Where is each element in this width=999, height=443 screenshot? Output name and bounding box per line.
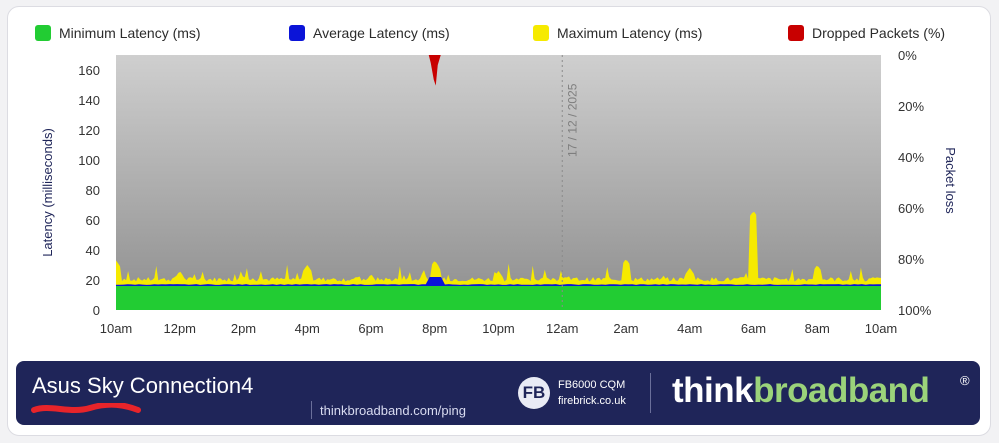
- legend-label-dropped: Dropped Packets (%): [812, 25, 946, 41]
- x-tick-label: 6pm: [358, 321, 383, 336]
- dropped-packets-mark: [428, 55, 441, 86]
- ping-url-link[interactable]: thinkbroadband.com/ping: [320, 403, 466, 418]
- y2-axis-title: Packet loss: [943, 147, 958, 214]
- legend-item-average-latency[interactable]: Average Latency (ms): [289, 25, 450, 41]
- y-tick-label-80: 80: [86, 183, 100, 198]
- y-tick-label-20: 20: [86, 273, 100, 288]
- chart-card: Minimum Latency (ms) Average Latency (ms…: [7, 6, 991, 436]
- x-tick-label: 12am: [546, 321, 579, 336]
- brand-think: think: [672, 371, 754, 410]
- registered-mark: ®: [960, 373, 970, 388]
- y-tick-label-140: 140: [78, 93, 100, 108]
- y2-tick-label-100: 100%: [898, 303, 932, 318]
- legend-label-minimum: Minimum Latency (ms): [59, 25, 201, 41]
- y2-tick-label-40: 40%: [898, 150, 924, 165]
- sponsor-site-link[interactable]: firebrick.co.uk: [558, 395, 626, 407]
- x-tick-label: 10pm: [482, 321, 515, 336]
- legend-label-average: Average Latency (ms): [313, 25, 450, 41]
- legend-swatch-minimum: [35, 25, 51, 41]
- x-tick-label: 2pm: [231, 321, 256, 336]
- legend-item-minimum-latency[interactable]: Minimum Latency (ms): [35, 25, 201, 41]
- legend-swatch-maximum: [533, 25, 549, 41]
- y2-tick-label-60: 60%: [898, 201, 924, 216]
- x-tick-label: 10am: [865, 321, 898, 336]
- legend-label-maximum: Maximum Latency (ms): [557, 25, 703, 41]
- y-tick-label-60: 60: [86, 213, 100, 228]
- sponsor-model: FB6000 CQM: [558, 379, 626, 391]
- date-marker-label: 17 / 12 / 2025: [565, 83, 579, 157]
- legend-swatch-dropped: [788, 25, 804, 41]
- y-tick-label-100: 100: [78, 153, 100, 168]
- x-tick-label: 10am: [100, 321, 133, 336]
- firebrick-logo-icon: FB: [518, 377, 550, 409]
- latency-chart: 17 / 12 / 2025 0 20 40 60 80 100 120 140 160 0% 20%…: [40, 48, 958, 336]
- x-tick-label: 8pm: [422, 321, 447, 336]
- x-tick-label: 8am: [805, 321, 830, 336]
- min-latency-area: [116, 286, 881, 310]
- y-tick-label-0: 0: [93, 303, 100, 318]
- chart-legend: Minimum Latency (ms) Average Latency (ms…: [8, 25, 990, 47]
- x-tick-label: 12pm: [163, 321, 196, 336]
- y-tick-label-160: 160: [78, 63, 100, 78]
- legend-item-dropped-packets[interactable]: Dropped Packets (%): [788, 25, 945, 41]
- x-tick-label: 6am: [741, 321, 766, 336]
- legend-swatch-average: [289, 25, 305, 41]
- thinkbroadband-logo[interactable]: thinkbroadband: [672, 371, 930, 411]
- y-axis-title: Latency (milliseconds): [40, 128, 55, 257]
- brand-broadband: broadband: [753, 371, 930, 410]
- y2-tick-label-80: 80%: [898, 252, 924, 267]
- redaction-scribble: [31, 403, 141, 413]
- footer-divider: [311, 401, 312, 419]
- x-tick-label: 4am: [677, 321, 702, 336]
- x-tick-label: 4pm: [295, 321, 320, 336]
- x-tick-label: 2am: [613, 321, 638, 336]
- y-tick-label-120: 120: [78, 123, 100, 138]
- connection-title: Asus Sky Connection4: [32, 373, 254, 398]
- y2-tick-label-20: 20%: [898, 99, 924, 114]
- chart-footer: Asus Sky Connection4 thinkbroadband.com/…: [16, 361, 980, 425]
- legend-item-maximum-latency[interactable]: Maximum Latency (ms): [533, 25, 702, 41]
- footer-separator: [650, 373, 651, 413]
- y2-tick-label-0: 0%: [898, 48, 917, 63]
- y-tick-label-40: 40: [86, 243, 100, 258]
